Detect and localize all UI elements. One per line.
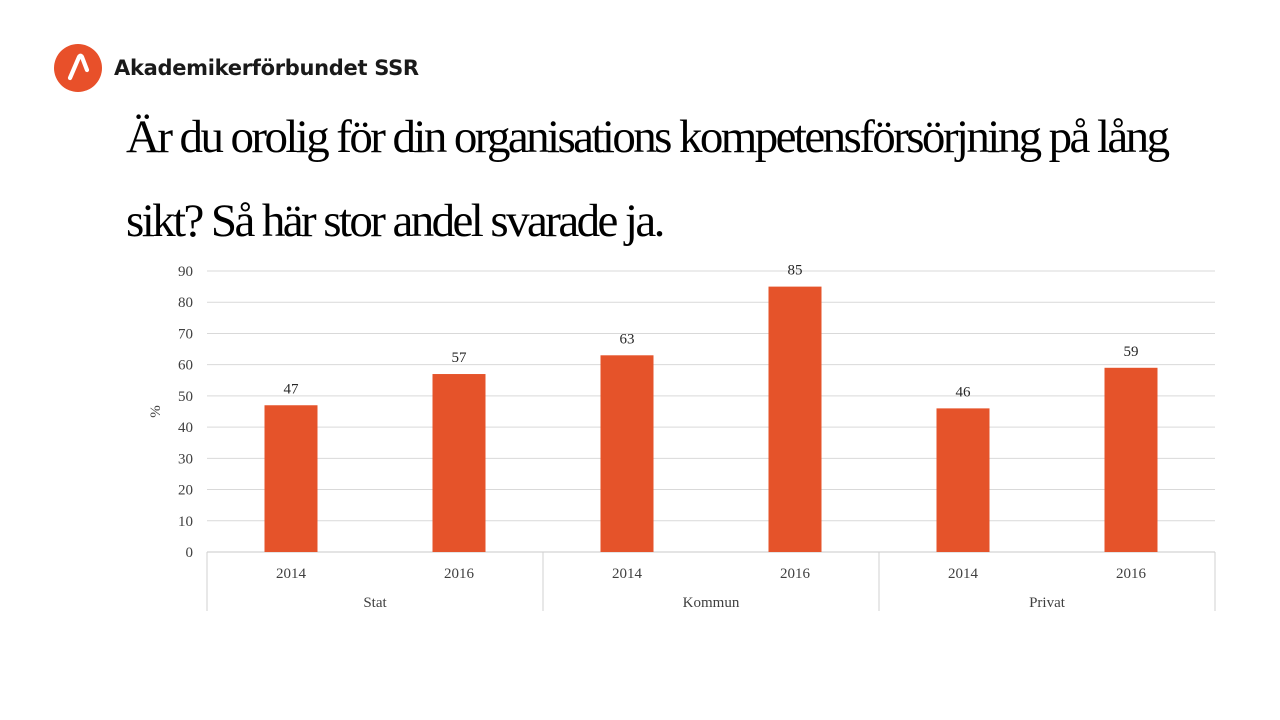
- data-label: 47: [284, 381, 300, 397]
- x-tick-label: 2014: [276, 566, 307, 582]
- x-tick-label: 2016: [444, 566, 475, 582]
- bar: [1104, 367, 1158, 552]
- x-group-label: Privat: [1029, 595, 1066, 611]
- ssr-logo-icon: [54, 44, 102, 92]
- slide-title: Är du orolig för din organisations kompe…: [126, 111, 1170, 247]
- y-axis-label: %: [148, 405, 164, 418]
- y-tick-label: 20: [178, 483, 193, 499]
- data-label: 85: [788, 263, 803, 279]
- bar: [768, 286, 822, 552]
- bar: [432, 374, 486, 552]
- x-tick-label: 2014: [612, 566, 643, 582]
- brand-header: Akademikerförbundet SSR: [54, 44, 419, 92]
- brand-name: Akademikerförbundet SSR: [114, 56, 419, 80]
- x-group-label: Kommun: [683, 595, 740, 611]
- y-tick-label: 10: [178, 514, 193, 530]
- y-tick-label: 50: [178, 389, 193, 405]
- bar: [936, 408, 990, 552]
- data-label: 59: [1124, 344, 1139, 360]
- y-tick-label: 90: [178, 264, 193, 280]
- x-group-label: Stat: [363, 595, 387, 611]
- data-label: 63: [620, 331, 635, 347]
- y-tick-label: 40: [178, 420, 193, 436]
- bar: [264, 405, 318, 552]
- y-tick-label: 30: [178, 451, 193, 467]
- y-tick-label: 60: [178, 358, 193, 374]
- y-tick-label: 80: [178, 295, 193, 311]
- y-tick-label: 70: [178, 326, 193, 342]
- x-tick-label: 2016: [1116, 566, 1147, 582]
- y-tick-label: 0: [186, 545, 194, 561]
- data-label: 46: [956, 384, 972, 400]
- data-label: 57: [452, 350, 468, 366]
- x-tick-label: 2016: [780, 566, 811, 582]
- x-tick-label: 2014: [948, 566, 979, 582]
- bar: [600, 355, 654, 552]
